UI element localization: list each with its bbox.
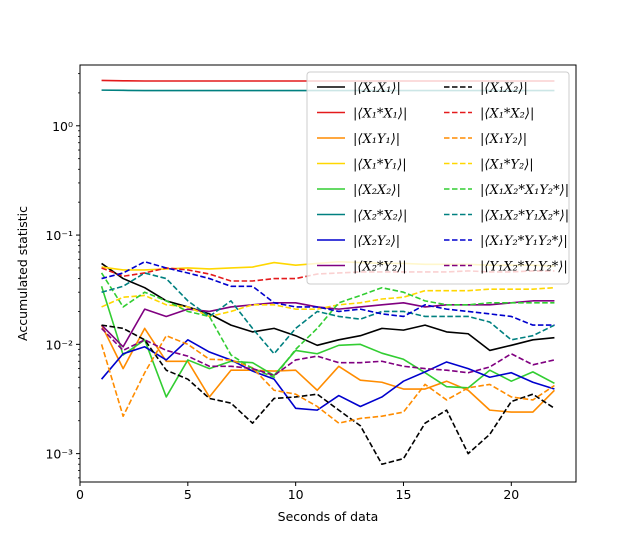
series-layer: [100, 79, 555, 466]
x-tick-label: 10: [288, 487, 304, 502]
x-tick-label: 15: [396, 487, 412, 502]
legend-entry-label: |⟨X₁Y₂⟩|: [480, 132, 527, 147]
legend-entry-label: |⟨Y₁X₂*Y₁Y₂*⟩|: [480, 260, 568, 275]
legend-entry-label: |⟨X₁X₁⟩|: [353, 81, 401, 96]
legend-entry-label: |⟨X₁*Y₁⟩|: [353, 158, 407, 173]
series-line-3: [100, 324, 555, 413]
legend-entry-label: |⟨X₁*X₁⟩|: [353, 107, 407, 122]
legend: |⟨X₁X₁⟩| |⟨X₁*X₁⟩| |⟨X₁Y₁⟩| |⟨X₁*Y₁⟩| |⟨X₂X₂…: [317, 81, 569, 275]
series-line-5: [100, 286, 555, 398]
x-axis-label: Seconds of data: [278, 509, 379, 524]
legend-entry-label: |⟨X₁Y₂*Y₁Y₂*⟩|: [480, 234, 568, 249]
y-tick-label: 10⁰: [52, 119, 73, 134]
legend-entry-label: |⟨X₁X₂*X₁Y₂*⟩|: [480, 183, 569, 198]
series-line-14: [101, 272, 555, 355]
y-tick-label: 10⁻²: [45, 337, 73, 352]
legend-entry-label: |⟨X₁X₂*Y₁X₂*⟩|: [480, 209, 569, 224]
legend-entry-label: |⟨X₁*Y₂⟩|: [480, 158, 534, 173]
legend-entry-label: |⟨X₁X₂⟩|: [480, 81, 528, 96]
series-line-1: [101, 262, 555, 352]
x-tick-label: 0: [76, 487, 84, 502]
legend-entry-label: |⟨X₁Y₁⟩|: [353, 132, 400, 147]
series-line-16: [100, 327, 555, 377]
series-line-12: [101, 286, 555, 318]
y-tick-label: 10⁻¹: [45, 228, 73, 243]
series-line-13: [100, 272, 555, 379]
x-tick-label: 5: [184, 487, 192, 502]
series-line-11: [100, 334, 555, 424]
legend-entry-label: |⟨X₂*Y₂⟩|: [353, 260, 407, 275]
legend-box: [306, 71, 570, 285]
legend-entry-label: |⟨X₁*X₂⟩|: [480, 107, 534, 122]
legend-entry-label: |⟨X₂*X₂⟩|: [353, 209, 407, 224]
series-line-8: [101, 300, 555, 348]
y-axis-label: Accumulated statistic: [15, 206, 30, 341]
legend-entry-label: |⟨X₂X₂⟩|: [353, 183, 401, 198]
axes: 0 5 10 15 20 10⁻³ 10⁻² 10⁻¹ 10⁰: [45, 64, 577, 502]
series-line-15: [101, 260, 555, 326]
legend-entry-label: |⟨X₂Y₂⟩|: [353, 234, 400, 249]
y-tick-label: 10⁻³: [45, 447, 73, 462]
x-tick-label: 20: [503, 487, 519, 502]
series-line-9: [101, 324, 555, 466]
plot-frame: [79, 64, 577, 483]
